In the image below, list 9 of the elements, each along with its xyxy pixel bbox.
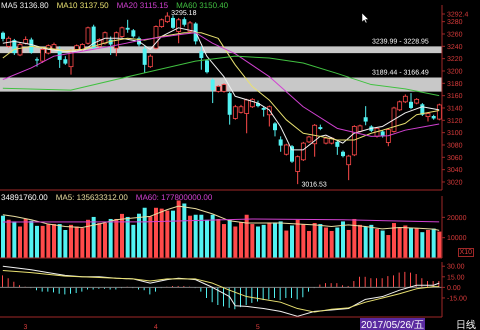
series-label: 34891760.00 <box>1 193 48 202</box>
text: MA5: 135633312.00 <box>56 193 128 202</box>
text: MA60: 177800000.00 <box>136 193 212 202</box>
text: 2017/05/26/五 <box>360 318 425 330</box>
text: MA10 3137.50 <box>56 1 109 10</box>
text: 日线 <box>456 318 476 330</box>
text: MA60 3150.40 <box>176 1 228 10</box>
text: MA20 3115.15 <box>116 1 168 10</box>
text: MA5 3136.80 <box>1 1 49 10</box>
